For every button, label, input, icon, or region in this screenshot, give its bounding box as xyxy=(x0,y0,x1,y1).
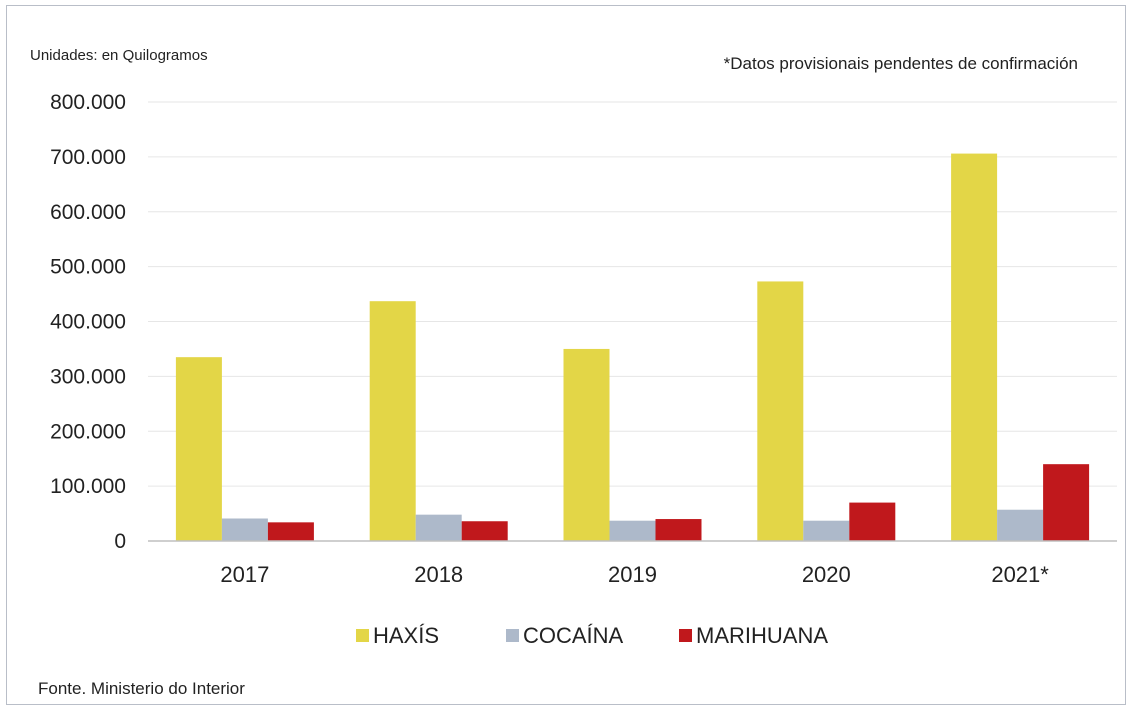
source-note: Fonte. Ministerio do Interior xyxy=(38,679,245,698)
x-axis: 2017 2018 2019 2020 2021* xyxy=(220,562,1049,587)
bar-cocaína-2018 xyxy=(415,514,462,541)
bar-cocaína-2020 xyxy=(803,520,850,541)
y-tick-label: 600.000 xyxy=(50,201,126,224)
units-label: Unidades: en Quilogramos xyxy=(30,47,208,64)
legend: HAXÍS COCAÍNA MARIHUANA xyxy=(356,623,828,648)
bar-marihuana-2020 xyxy=(849,502,896,541)
y-tick-label: 400.000 xyxy=(50,311,126,334)
x-tick-label: 2019 xyxy=(608,562,657,587)
bar-marihuana-2017 xyxy=(267,522,314,541)
y-tick-label: 500.000 xyxy=(50,256,126,279)
x-tick-label: 2018 xyxy=(414,562,463,587)
y-tick-label: 100.000 xyxy=(50,475,126,498)
y-axis: 0 100.000 200.000 300.000 400.000 500.000 600.… xyxy=(50,91,126,553)
y-tick-label: 300.000 xyxy=(50,365,126,388)
bar-marihuana-2021 xyxy=(1043,464,1090,541)
y-tick-label: 800.000 xyxy=(50,91,126,114)
bar-cocaína-2019 xyxy=(609,520,656,541)
x-tick-label: 2021* xyxy=(991,562,1049,587)
bar-haxís-2021 xyxy=(951,153,998,541)
bar-haxís-2018 xyxy=(369,301,416,541)
bar-cocaína-2021 xyxy=(997,509,1044,541)
x-tick-label: 2017 xyxy=(220,562,269,587)
y-tick-label: 700.000 xyxy=(50,146,126,169)
bar-marihuana-2019 xyxy=(655,519,702,541)
bar-haxís-2017 xyxy=(175,357,222,541)
legend-swatch-cocaína xyxy=(506,629,519,642)
y-tick-label: 0 xyxy=(114,530,126,553)
bars xyxy=(175,153,1090,541)
y-tick-label: 200.000 xyxy=(50,420,126,443)
legend-swatch-marihuana xyxy=(679,629,692,642)
legend-swatch-haxís xyxy=(356,629,369,642)
bar-marihuana-2018 xyxy=(461,521,508,541)
bar-cocaína-2017 xyxy=(221,518,268,541)
x-tick-label: 2020 xyxy=(802,562,851,587)
bar-haxís-2020 xyxy=(757,281,804,541)
legend-label-haxís: HAXÍS xyxy=(373,623,439,648)
provisional-note: *Datos provisionais pendentes de confirm… xyxy=(724,54,1078,73)
legend-label-marihuana: MARIHUANA xyxy=(696,623,828,648)
bar-haxís-2019 xyxy=(563,348,610,541)
legend-label-cocaína: COCAÍNA xyxy=(523,623,624,648)
